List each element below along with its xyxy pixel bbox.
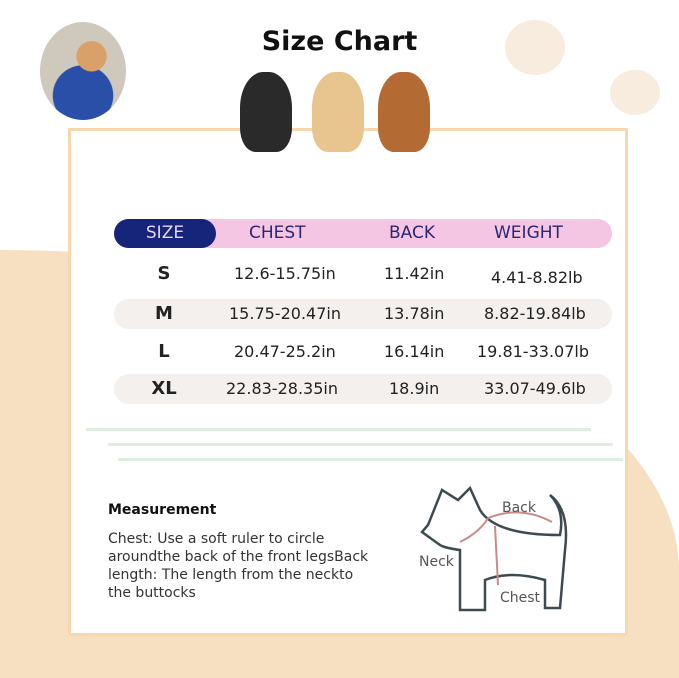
divider xyxy=(108,443,613,446)
cell-weight: 33.07-49.6lb xyxy=(484,379,586,398)
neck-chest-line xyxy=(459,517,499,586)
cell-size: S xyxy=(157,263,171,284)
dog-outline xyxy=(420,485,568,612)
cell-back: 11.42in xyxy=(384,264,445,283)
cell-back: 18.9in xyxy=(389,379,440,398)
table-header: SIZE CHEST BACK WEIGHT xyxy=(114,219,612,248)
cell-chest: 12.6-15.75in xyxy=(234,264,336,283)
header-chest: CHEST xyxy=(249,223,306,243)
paw-icon xyxy=(505,20,565,75)
header-back: BACK xyxy=(389,223,436,243)
cell-weight: 8.82-19.84lb xyxy=(484,304,586,323)
table-row: S 12.6-15.75in 11.42in 4.41-8.82lb xyxy=(114,259,612,289)
cell-back: 13.78in xyxy=(384,304,445,323)
dog-image xyxy=(312,72,364,152)
cell-chest: 22.83-28.35in xyxy=(226,379,338,398)
dog-measurement-diagram: Back Neck Chest xyxy=(419,485,568,612)
cell-back: 16.14in xyxy=(384,342,445,361)
dog-image xyxy=(240,72,292,152)
cell-chest: 20.47-25.2in xyxy=(234,342,336,361)
cell-size: L xyxy=(158,341,170,362)
neck-label: Neck xyxy=(419,554,455,570)
back-line xyxy=(487,511,553,523)
cell-weight: 4.41-8.82lb xyxy=(491,268,583,287)
chest-label: Chest xyxy=(500,590,541,606)
paw-icon xyxy=(610,70,660,115)
header-size: SIZE xyxy=(114,219,216,248)
measurement-text: Chest: Use a soft ruler to circle around… xyxy=(108,531,369,601)
cell-size: M xyxy=(155,303,173,324)
cell-weight: 19.81-33.07lb xyxy=(477,342,589,361)
back-label: Back xyxy=(502,500,537,516)
dog-photo xyxy=(40,22,126,120)
page-title: Size Chart xyxy=(261,26,418,57)
table-row: M 15.75-20.47in 13.78in 8.82-19.84lb xyxy=(114,299,612,329)
cell-chest: 15.75-20.47in xyxy=(229,304,341,323)
divider xyxy=(86,428,591,431)
table-row: XL 22.83-28.35in 18.9in 33.07-49.6lb xyxy=(114,374,612,404)
measurement-title: Measurement xyxy=(108,502,217,518)
divider xyxy=(118,458,623,461)
table-row: L 20.47-25.2in 16.14in 19.81-33.07lb xyxy=(114,337,612,367)
cell-size: XL xyxy=(151,378,177,399)
dog-image xyxy=(378,72,430,152)
header-weight: WEIGHT xyxy=(494,223,563,243)
